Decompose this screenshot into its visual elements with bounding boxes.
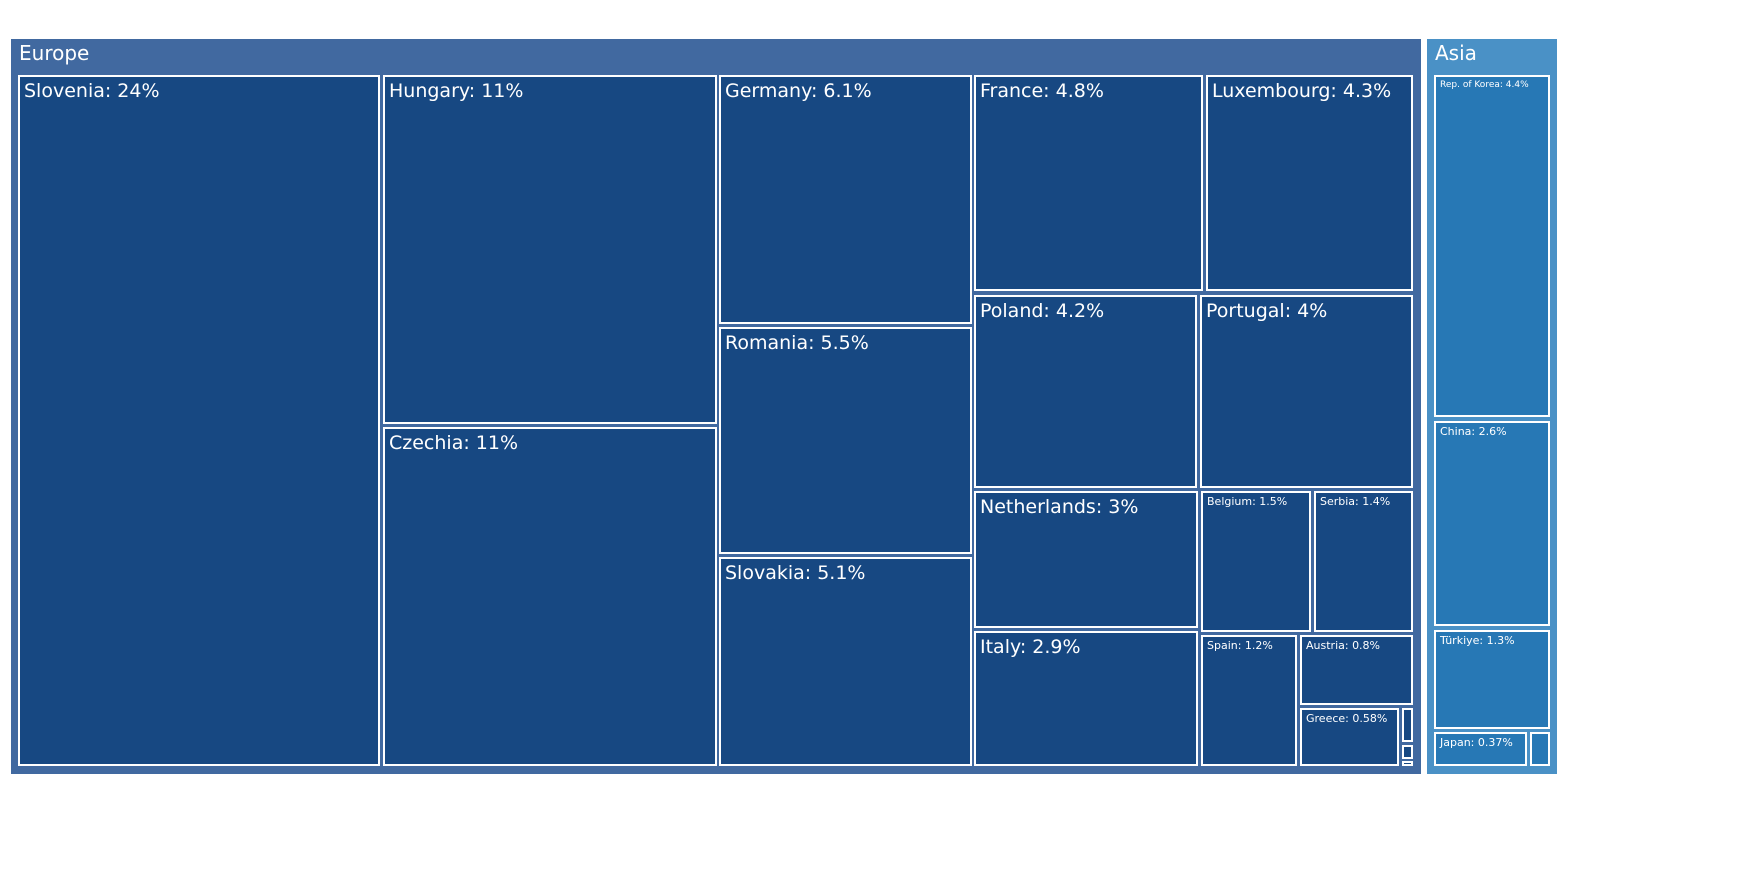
group-europe: Europe Slovenia: 24% Hungary: 11% Czechia: … <box>11 39 1421 774</box>
tile-small-0-19[interactable] <box>1402 761 1413 766</box>
group-label-asia: Asia <box>1435 41 1477 65</box>
tile-label-rep-of-korea: Rep. of Korea: 4.4% <box>1440 80 1529 90</box>
tile-label-spain: Spain: 1.2% <box>1207 639 1273 652</box>
tile-label-austria: Austria: 0.8% <box>1306 639 1380 652</box>
tile-label-hungary: Hungary: 11% <box>389 80 523 102</box>
tile-greece[interactable] <box>1300 708 1399 766</box>
tile-label-romania: Romania: 5.5% <box>725 332 869 354</box>
tile-label-italy: Italy: 2.9% <box>980 636 1081 658</box>
tile-slovakia[interactable] <box>719 557 972 766</box>
tile-hungary[interactable] <box>383 75 717 424</box>
tile-czechia[interactable] <box>383 427 717 766</box>
tile-poland[interactable] <box>974 295 1197 488</box>
tile-serbia[interactable] <box>1314 491 1413 632</box>
tile-china[interactable] <box>1434 421 1550 626</box>
tile-portugal[interactable] <box>1200 295 1413 488</box>
tile-label-turkiye: Türkiye: 1.3% <box>1439 634 1515 647</box>
tile-small-0-17[interactable] <box>1402 708 1413 742</box>
tile-label-japan: Japan: 0.37% <box>1439 736 1513 749</box>
tile-germany[interactable] <box>719 75 972 324</box>
tile-label-portugal: Portugal: 4% <box>1206 300 1327 322</box>
tile-label-slovenia: Slovenia: 24% <box>24 80 160 102</box>
tile-france[interactable] <box>974 75 1203 291</box>
tile-label-slovakia: Slovakia: 5.1% <box>725 562 866 584</box>
tile-label-luxembourg: Luxembourg: 4.3% <box>1212 80 1391 102</box>
tile-netherlands[interactable] <box>974 491 1198 628</box>
tile-austria[interactable] <box>1300 635 1413 705</box>
tile-japan[interactable] <box>1434 732 1527 766</box>
tile-slovenia[interactable] <box>18 75 380 766</box>
tile-label-netherlands: Netherlands: 3% <box>980 496 1138 518</box>
tile-label-greece: Greece: 0.58% <box>1306 712 1387 725</box>
tile-turkiye[interactable] <box>1434 630 1550 729</box>
tile-label-germany: Germany: 6.1% <box>725 80 872 102</box>
tile-small-1-4[interactable] <box>1530 732 1550 766</box>
tile-spain[interactable] <box>1201 635 1297 766</box>
tile-belgium[interactable] <box>1201 491 1311 632</box>
tile-small-0-18[interactable] <box>1402 745 1413 759</box>
group-asia: Asia Rep. of Korea: 4.4% China: 2.6% Türkiy… <box>1427 39 1557 774</box>
tile-rep-of-korea[interactable] <box>1434 75 1550 417</box>
tile-label-poland: Poland: 4.2% <box>980 300 1104 322</box>
tile-romania[interactable] <box>719 327 972 554</box>
group-label-europe: Europe <box>19 41 89 65</box>
tile-label-serbia: Serbia: 1.4% <box>1320 495 1390 508</box>
tile-luxembourg[interactable] <box>1206 75 1413 291</box>
tile-label-france: France: 4.8% <box>980 80 1104 102</box>
tile-italy[interactable] <box>974 631 1198 766</box>
tile-label-belgium: Belgium: 1.5% <box>1207 495 1287 508</box>
tile-label-czechia: Czechia: 11% <box>389 432 518 454</box>
tile-label-china: China: 2.6% <box>1440 425 1507 438</box>
